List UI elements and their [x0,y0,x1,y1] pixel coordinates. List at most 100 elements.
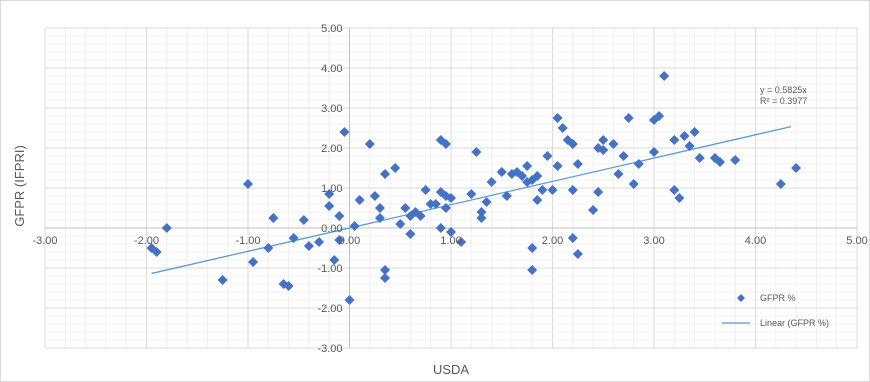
data-point [425,199,436,209]
data-point [456,237,467,247]
y-axis-title: GFPR (IFPRI) [12,145,27,227]
data-point [380,265,391,275]
data-point [689,127,700,137]
data-point [654,111,665,121]
trendline-r-squared: R² = 0.3977 [760,96,807,106]
data-point [248,257,259,267]
data-point [435,223,446,233]
data-point [268,213,279,223]
data-point [298,215,309,225]
data-point [588,205,599,215]
data-point [263,243,274,253]
data-point [537,185,548,195]
data-point [430,199,441,209]
data-point [527,265,538,275]
data-point [395,219,406,229]
x-tick-label: 3.00 [643,235,664,247]
data-point [613,169,624,179]
data-point [243,179,253,189]
data-point [349,221,360,231]
data-point [633,159,644,169]
data-point [354,195,365,205]
trendline [151,126,792,275]
data-point [481,197,492,207]
data-point [339,127,350,137]
data-point [775,179,786,189]
x-tick-label: -2.00 [134,235,159,247]
x-tick-label: 2.00 [542,235,563,247]
x-tick-label: -3.00 [32,235,57,247]
data-point [567,233,578,243]
data-point [572,159,583,169]
data-point [572,249,583,259]
data-point [334,235,345,245]
data-point [390,163,401,173]
data-point [623,113,634,123]
data-point [288,233,299,243]
data-point [522,161,533,171]
data-point [532,195,543,205]
data-point [679,131,690,141]
y-tick-label: -1.00 [317,263,342,275]
data-point [547,185,558,195]
y-tick-label: 5.00 [321,23,342,35]
data-point [334,211,345,221]
x-tick-label: 4.00 [745,235,766,247]
data-point [324,201,335,211]
data-point [486,177,497,187]
data-point [374,213,385,223]
legend-item-series: GFPR % [737,293,796,303]
data-point [314,237,325,247]
x-tick-label: -1.00 [235,235,260,247]
data-point [400,203,411,213]
data-point [440,203,451,213]
x-tick-label: 5.00 [846,235,867,247]
data-point [527,243,538,253]
data-point [552,161,563,171]
data-point [730,155,741,165]
data-point [669,135,680,145]
data-point [567,139,578,149]
data-point [557,123,568,133]
data-point [506,169,517,179]
data-point [471,147,482,157]
tick-labels: -3.00 -2.00 -1.00 0.00 1.00 2.00 3.00 4.00 5.00 5… [32,23,867,355]
x-tick-label: 1.00 [440,235,461,247]
data-point [476,207,487,217]
data-point [324,189,335,199]
data-point [542,151,553,161]
data-point [380,273,391,283]
legend-item-trendline: Linear (GFPR %) [722,318,829,328]
data-point [364,139,375,149]
data-point [374,203,385,213]
trendline-equation-label: y = 0.5825x R² = 0.3977 [760,85,807,106]
legend-label-trendline: Linear (GFPR %) [760,318,829,328]
x-axis-title: USDA [433,362,469,377]
y-tick-label: 4.00 [321,63,342,75]
data-point [405,229,416,239]
y-tick-label: -3.00 [317,343,342,355]
data-point [669,185,680,195]
data-point [593,187,604,197]
legend-label-series: GFPR % [760,293,796,303]
data-point [714,157,725,167]
data-point [517,171,528,181]
data-points [146,71,802,305]
legend: GFPR % Linear (GFPR %) [722,293,829,328]
data-point [446,227,456,237]
data-point [501,191,512,201]
data-point [476,213,487,223]
data-point [466,189,477,199]
data-point [628,179,639,189]
data-point [151,247,162,257]
data-point [552,113,563,123]
data-point [161,223,172,233]
data-point [380,169,391,179]
data-point [567,185,578,195]
data-point [659,71,670,81]
trendline-layer [151,126,792,275]
y-tick-label: -2.00 [317,303,342,315]
y-tick-label: 2.00 [321,143,342,155]
